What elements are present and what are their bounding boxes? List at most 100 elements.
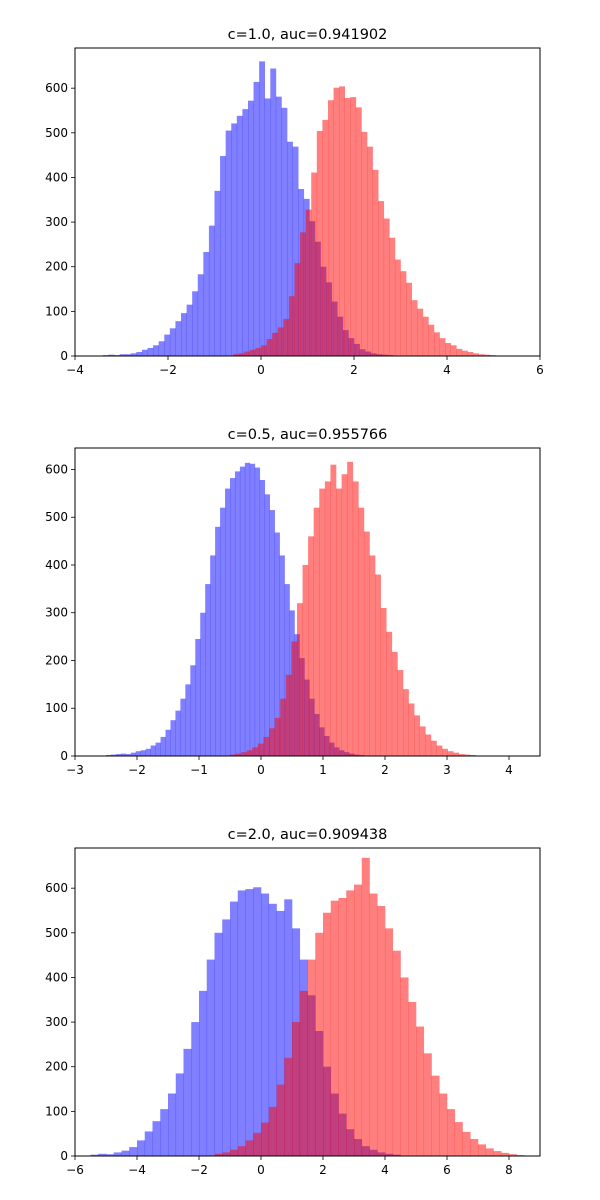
histogram-bar [269, 728, 275, 756]
histogram-bar [200, 612, 206, 756]
histogram-bar [252, 747, 259, 756]
histogram-bar [361, 857, 370, 1156]
histogram-bar [153, 345, 159, 356]
histogram-bar [422, 316, 429, 356]
histogram-series-red [233, 86, 507, 357]
histogram-bar [119, 354, 126, 356]
y-tick-label: 300 [45, 1015, 68, 1029]
histogram-bar [125, 754, 132, 756]
histogram-bar [319, 488, 326, 756]
x-tick-label: 6 [536, 363, 544, 377]
y-axis: 0 100 200 300 400 500 600 [45, 881, 75, 1163]
histogram-bar [220, 156, 226, 356]
histogram-bar [276, 910, 285, 1156]
histogram-bar [478, 1144, 487, 1156]
plot-area [102, 61, 507, 357]
y-tick-label: 400 [45, 970, 68, 984]
histogram-bar [175, 1073, 184, 1156]
histogram-bar [106, 1154, 115, 1156]
histogram-bar [210, 555, 216, 756]
histogram-bar [274, 532, 280, 756]
histogram-bar [234, 471, 241, 756]
histogram-bar [206, 959, 215, 1156]
histogram-bar [160, 736, 166, 756]
histogram-bar [125, 354, 132, 356]
histogram-bar [175, 710, 181, 756]
histogram-bar [307, 959, 316, 1156]
histogram-bar [254, 467, 261, 756]
histogram-bar [280, 698, 287, 756]
histogram-bar [186, 304, 193, 356]
histogram-bar [358, 507, 365, 756]
histogram-bar [333, 87, 340, 356]
histogram-bar [352, 481, 359, 756]
histogram-bar [152, 1121, 161, 1156]
histogram-bar [191, 1022, 200, 1156]
histogram-bar [386, 631, 393, 756]
x-tick-label: 4 [381, 1163, 389, 1177]
histogram-bar [208, 225, 215, 356]
y-tick-label: 100 [45, 701, 68, 715]
histogram-bar [164, 334, 171, 356]
histogram-bar [222, 1152, 231, 1156]
histogram-bar [150, 745, 156, 756]
histogram-bar [237, 1146, 246, 1156]
histogram-bar [205, 584, 211, 756]
histogram-bar [369, 893, 378, 1156]
histogram-bar [453, 752, 460, 756]
histogram-bar [350, 97, 357, 356]
histogram-series-red [214, 857, 525, 1156]
histogram-bar [315, 932, 324, 1156]
histogram-bar [245, 889, 254, 1156]
subplot-top: c=1.0, auc=0.941902 −4 −2 0 2 4 6 0 100 200 300 40… [45, 27, 544, 377]
histogram-bar [222, 919, 231, 1156]
y-tick-label: 600 [45, 881, 68, 895]
histogram-bar [249, 463, 256, 756]
histogram-bar [276, 1084, 285, 1156]
histogram-bar [430, 740, 437, 756]
x-tick-label: 0 [257, 1163, 265, 1177]
histogram-bar [110, 754, 117, 756]
x-axis: −4 −2 0 2 4 6 [66, 356, 544, 377]
histogram-bar [355, 107, 362, 357]
histogram-bar [296, 603, 303, 756]
histogram-bar [292, 146, 299, 356]
x-axis: −3 −2 −1 0 1 2 3 4 [66, 756, 513, 777]
histogram-bar [456, 348, 463, 356]
histogram-bar [436, 745, 443, 756]
histogram-bar [324, 481, 331, 756]
histogram-bar [336, 488, 342, 756]
histogram-bar [316, 131, 323, 356]
histogram-bar [245, 1140, 254, 1156]
histogram-bar [249, 349, 256, 356]
y-tick-label: 100 [45, 1104, 68, 1118]
histogram-bar [225, 130, 232, 356]
histogram-bar [230, 478, 236, 756]
histogram-bar [263, 736, 270, 756]
histogram-bar [225, 488, 231, 756]
histogram-bar [214, 932, 223, 1156]
histogram-bar [322, 119, 329, 357]
subplot-bottom: c=2.0, auc=0.909438 −6 −4 −2 0 2 4 6 8 0 100 200 30… [45, 827, 541, 1177]
histogram-bar [372, 169, 379, 356]
histogram-bar [454, 1122, 463, 1156]
histogram-bar [283, 318, 290, 356]
x-tick-label: 4 [505, 763, 513, 777]
histogram-bar [241, 752, 248, 756]
histogram-bar [493, 1151, 502, 1156]
histogram-bar [255, 347, 262, 356]
histogram-bar [175, 321, 182, 356]
histogram-bar [183, 1048, 192, 1156]
histogram-bar [323, 912, 332, 1156]
histogram-bar [294, 263, 301, 356]
histogram-bar [377, 906, 386, 1156]
y-tick-label: 0 [60, 349, 68, 363]
histogram-bar [268, 903, 277, 1156]
histogram-bar [392, 950, 401, 1156]
histogram-bar [339, 86, 345, 356]
histogram-bar [180, 698, 186, 756]
histogram-bar [433, 332, 440, 356]
histogram-bar [230, 754, 236, 756]
histogram-bar [279, 555, 285, 756]
